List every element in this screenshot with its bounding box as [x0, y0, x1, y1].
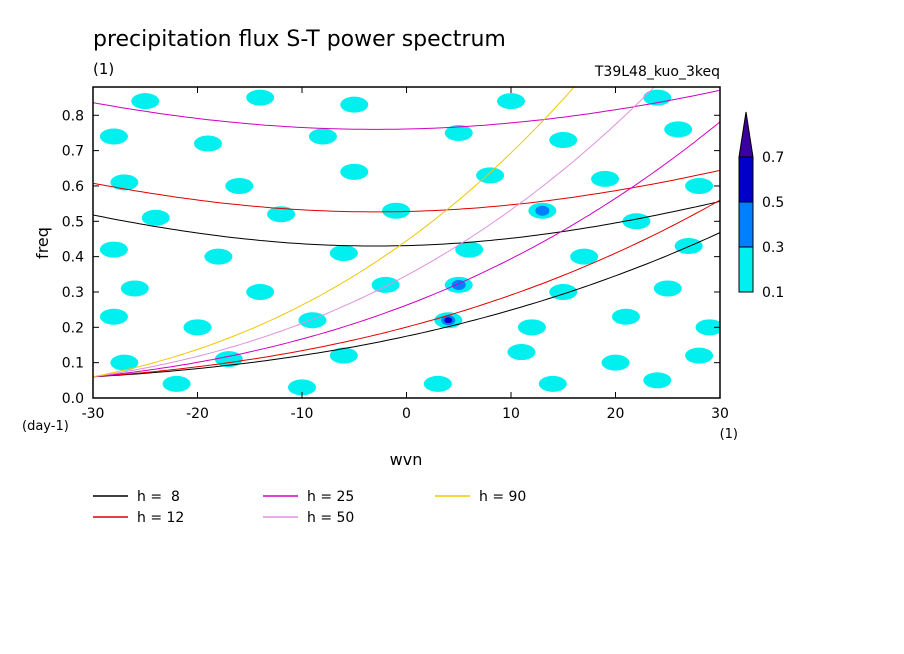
contour-patch	[99, 128, 128, 145]
colorbar-arrow	[738, 111, 754, 158]
legend-label: h = 50	[307, 510, 354, 526]
contour-patch	[120, 280, 149, 297]
y-tick-label: 0.1	[62, 356, 84, 372]
x-axis-label: wvn	[390, 450, 423, 469]
contour-patch	[664, 121, 693, 138]
contour-patch	[225, 177, 254, 194]
contour-patch	[298, 312, 327, 329]
colorbar-label: 0.5	[762, 195, 784, 211]
contour-patch	[193, 135, 222, 152]
y-tick-label: 0.4	[62, 250, 84, 266]
x-tick-label: 20	[607, 406, 625, 422]
contour-patch	[308, 128, 337, 145]
title-unit: (1)	[93, 60, 114, 78]
dispersion-curve-kelvin	[93, 87, 575, 378]
colorbar-label: 0.3	[762, 240, 784, 256]
contour-patch	[570, 248, 599, 265]
legend: h = 8 h = 12 h = 25 h = 50 h = 90	[93, 489, 526, 526]
x-tick-label: -10	[291, 406, 314, 422]
contour-patch	[110, 354, 139, 371]
contour-patch	[204, 248, 233, 265]
contour-patch	[444, 124, 473, 141]
contour-patch	[685, 177, 714, 194]
contour-patch	[110, 174, 139, 191]
colorbar-segment	[738, 201, 754, 248]
contour-patch	[99, 241, 128, 258]
contour-patch	[162, 375, 191, 392]
contour-patch	[653, 280, 682, 297]
dispersion-curve-kelvin	[93, 232, 720, 378]
dispersion-curve-ig	[93, 169, 720, 213]
contour-patch	[340, 163, 369, 180]
x-tick-label: 10	[502, 406, 520, 422]
dispersion-curve-ig	[93, 0, 720, 18]
y-axis: 0.0 0.1 0.2 0.3 0.4 0.5 0.6 0.7 0.8	[62, 108, 720, 407]
dispersion-curve-ig	[93, 89, 720, 130]
contour-patch	[288, 379, 316, 396]
contour-patch	[538, 375, 567, 392]
legend-label: h = 90	[479, 489, 526, 505]
contour-patch	[497, 93, 525, 110]
contour-patch	[382, 202, 411, 219]
y-tick-label: 0.7	[62, 144, 84, 160]
y-tick-label: 0.5	[62, 214, 84, 230]
contour-patch	[643, 372, 672, 389]
y-axis-label: freq	[33, 227, 52, 259]
contour-patch	[267, 206, 296, 223]
x-tick-label: -30	[82, 406, 105, 422]
contour-patch	[99, 308, 128, 325]
contour-patch	[611, 308, 640, 325]
dispersion-curve-ig	[93, 200, 720, 247]
y-tick-label: 0.0	[62, 391, 84, 407]
contour-patch	[591, 170, 620, 187]
x-tick-label: 30	[711, 406, 729, 422]
contour-patch	[601, 354, 630, 371]
contour-patch	[246, 283, 275, 300]
y-tick-label: 0.8	[62, 108, 84, 124]
y-axis-unit: (day-1)	[22, 419, 69, 434]
dispersion-curve-kelvin	[93, 199, 720, 378]
contour-patch	[329, 245, 358, 262]
chart-subtitle: T39L48_kuo_3keq	[594, 64, 720, 80]
x-axis: -30 -20 -10 0 10 20 30	[82, 87, 729, 422]
chart-title: precipitation flux S-T power spectrum	[93, 27, 506, 52]
contour-patch	[507, 344, 536, 361]
x-tick-label: 0	[402, 406, 411, 422]
legend-label: h = 12	[137, 510, 184, 526]
colorbar-segment	[738, 156, 754, 203]
contour-patch	[371, 276, 400, 293]
contour-patch	[329, 347, 358, 364]
colorbar-label: 0.1	[762, 285, 784, 301]
contour-patch	[340, 96, 369, 113]
contour-patch	[643, 89, 672, 106]
contour-patch-peak	[444, 317, 453, 324]
contour-patch	[695, 319, 720, 336]
contour-patch	[183, 319, 212, 336]
colorbar-label: 0.7	[762, 150, 784, 166]
x-axis-unit: (1)	[720, 427, 738, 442]
plot-frame	[92, 86, 721, 399]
y-tick-label: 0.6	[62, 179, 84, 195]
y-tick-label: 0.3	[62, 285, 84, 301]
contour-patch	[549, 132, 578, 149]
contour-patch	[685, 347, 714, 364]
legend-label: h = 8	[137, 489, 180, 505]
contour-patch	[423, 375, 452, 392]
dispersion-curve-kelvin	[93, 121, 720, 378]
y-tick-label: 0.2	[62, 320, 84, 336]
contour-patch-core	[535, 205, 550, 216]
contour-patch	[131, 93, 160, 110]
colorbar: 0.1 0.3 0.5 0.7	[738, 111, 784, 301]
contour-patch	[517, 319, 546, 336]
contour-patch	[455, 241, 484, 258]
contour-patch	[246, 89, 275, 106]
legend-label: h = 25	[307, 489, 354, 505]
dispersion-curve-layer	[93, 0, 720, 378]
colorbar-segment	[738, 246, 754, 293]
dispersion-curve-kelvin	[93, 87, 656, 378]
contour-fill-layer	[99, 89, 720, 396]
x-tick-label: -20	[186, 406, 209, 422]
contour-patch	[141, 209, 170, 226]
